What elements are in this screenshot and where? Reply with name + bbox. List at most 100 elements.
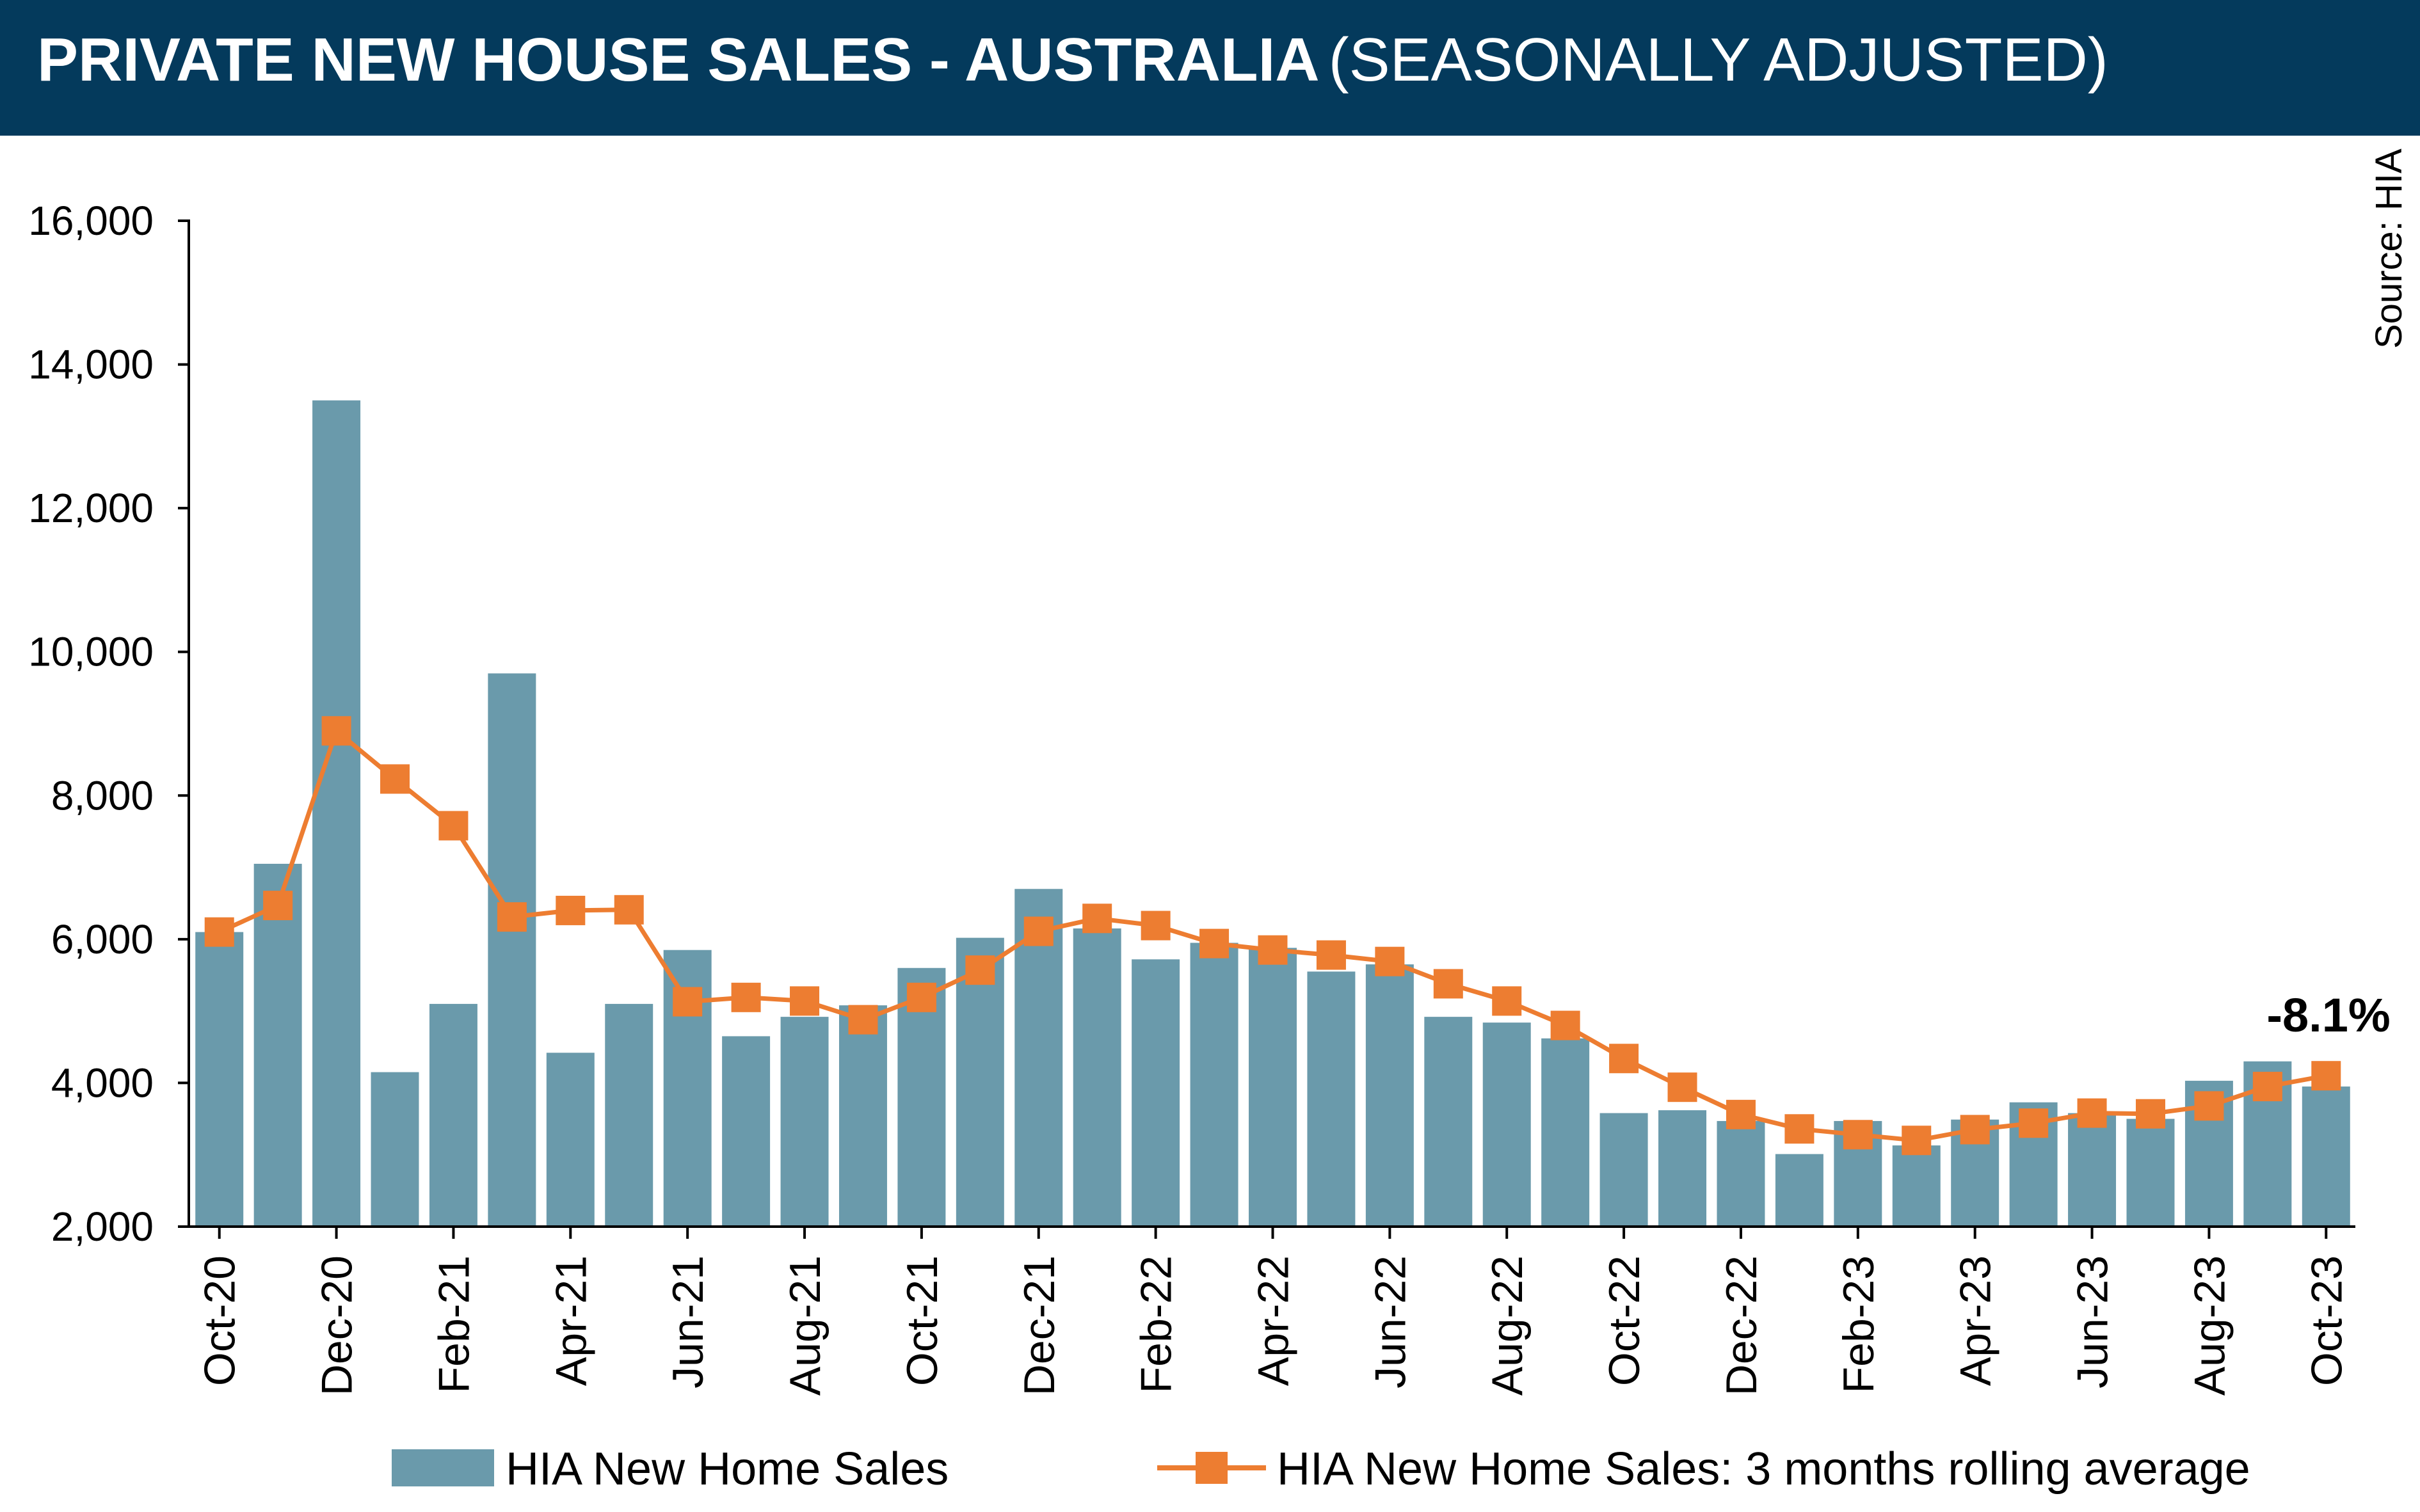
x-tick-label: Dec-21 — [1015, 1255, 1064, 1396]
rolling-average-marker-Jul-22 — [1433, 969, 1463, 999]
x-tick-label: Apr-23 — [1951, 1255, 2000, 1386]
rolling-average-marker-Apr-22 — [1258, 935, 1288, 965]
rolling-average-marker-Nov-21 — [965, 955, 995, 985]
bar-Jul-23 — [2126, 1118, 2175, 1227]
rolling-average-marker-Jan-21 — [380, 764, 410, 794]
rolling-average-marker-Oct-21 — [906, 982, 936, 1012]
rolling-average-marker-Jun-22 — [1375, 946, 1405, 976]
bar-Dec-22 — [1717, 1120, 1765, 1227]
bar-Sep-21 — [838, 1005, 887, 1227]
rolling-average-marker-Sep-22 — [1550, 1010, 1580, 1040]
x-tick-label: Oct-21 — [898, 1255, 947, 1386]
rolling-average-marker-Mar-22 — [1199, 928, 1230, 959]
x-tick-label: Apr-21 — [547, 1255, 595, 1386]
bar-Sep-22 — [1541, 1038, 1590, 1227]
rolling-average-marker-Aug-21 — [790, 986, 820, 1016]
bar-Oct-23 — [2302, 1086, 2350, 1227]
x-tick-label: Apr-22 — [1249, 1255, 1298, 1386]
x-tick-label: Aug-23 — [2185, 1255, 2234, 1396]
legend-line-marker — [1196, 1452, 1228, 1484]
y-tick-label: 8,000 — [51, 772, 154, 818]
rolling-average-marker-Nov-20 — [263, 891, 293, 921]
title-bar: PRIVATE NEW HOUSE SALES - AUSTRALIA (SEAS… — [0, 0, 2420, 136]
chart-title: PRIVATE NEW HOUSE SALES - AUSTRALIA (SEAS… — [37, 22, 2108, 99]
bar-Jun-23 — [2068, 1113, 2117, 1227]
source-label: Source: HIA — [2368, 148, 2410, 349]
x-axis-ticks: Oct-20 Dec-20 Feb-21 Apr-21 Jun-21 Aug-21 Oct-… — [196, 1227, 2351, 1396]
rolling-average-marker-Feb-23 — [1843, 1120, 1873, 1150]
x-tick-label: Oct-23 — [2302, 1255, 2351, 1386]
bar-Mar-22 — [1190, 943, 1238, 1227]
bar-Apr-22 — [1249, 948, 1297, 1227]
rolling-average-marker-May-23 — [2019, 1108, 2049, 1138]
x-tick-label: Oct-20 — [196, 1255, 244, 1386]
x-tick-label: Aug-21 — [781, 1255, 829, 1396]
legend-bar-label: HIA New Home Sales — [506, 1444, 949, 1495]
rolling-average-marker-Feb-22 — [1141, 911, 1171, 941]
x-tick-label: Aug-22 — [1483, 1255, 1532, 1396]
legend-bar-swatch — [392, 1449, 494, 1486]
bar-Jul-22 — [1424, 1017, 1473, 1227]
bar-Jan-22 — [1073, 928, 1121, 1227]
x-tick-label: Feb-21 — [429, 1255, 478, 1393]
rolling-average-marker-Aug-22 — [1492, 986, 1522, 1016]
rolling-average-marker-Oct-22 — [1609, 1044, 1639, 1074]
bar-Nov-21 — [956, 937, 1004, 1227]
bar-Jun-22 — [1365, 964, 1414, 1227]
x-tick-label: Oct-22 — [1600, 1255, 1649, 1386]
rolling-average-marker-Feb-21 — [438, 811, 469, 841]
rolling-average-marker-Oct-20 — [204, 917, 234, 947]
y-tick-label: 10,000 — [28, 629, 154, 675]
rolling-average-marker-Jun-21 — [673, 987, 703, 1017]
bar-Apr-21 — [546, 1053, 595, 1227]
bar-Mar-21 — [488, 673, 536, 1227]
rolling-average-marker-Apr-21 — [556, 895, 586, 925]
rolling-average-marker-Dec-21 — [1023, 916, 1054, 946]
bar-Oct-22 — [1599, 1113, 1648, 1227]
rolling-average-marker-May-22 — [1316, 940, 1346, 970]
bar-Feb-22 — [1132, 959, 1180, 1227]
x-tick-label: Jun-21 — [664, 1255, 712, 1389]
x-tick-label: Feb-23 — [1834, 1255, 1883, 1393]
line-series — [204, 716, 2341, 1156]
bar-May-21 — [605, 1003, 653, 1227]
x-tick-label: Dec-20 — [313, 1255, 362, 1396]
x-tick-label: Feb-22 — [1132, 1255, 1181, 1393]
y-axis-ticks: 2,000 4,000 6,000 8,000 10,000 12,000 14,000 16… — [28, 198, 190, 1250]
bar-Jul-21 — [722, 1036, 771, 1227]
rolling-average-marker-Dec-20 — [321, 716, 351, 746]
rolling-average-marker-Apr-23 — [1960, 1115, 1990, 1145]
rolling-average-marker-Jun-23 — [2077, 1098, 2107, 1128]
rolling-average-marker-Aug-23 — [2194, 1091, 2224, 1121]
rolling-average-marker-Mar-23 — [1902, 1126, 1932, 1156]
y-tick-label: 2,000 — [51, 1204, 154, 1250]
chart-title-main: PRIVATE NEW HOUSE SALES - AUSTRALIA — [37, 26, 1320, 94]
rolling-average-marker-Oct-23 — [2311, 1061, 2341, 1091]
bar-Mar-23 — [1892, 1145, 1941, 1227]
bar-Jan-23 — [1775, 1154, 1823, 1227]
legend-line-label: HIA New Home Sales: 3 months rolling ave… — [1277, 1444, 2250, 1495]
rolling-average-marker-Jul-21 — [731, 982, 761, 1012]
rolling-average-marker-Sep-21 — [848, 1005, 878, 1035]
y-tick-label: 14,000 — [28, 342, 154, 388]
y-tick-label: 12,000 — [28, 485, 154, 531]
rolling-average-marker-May-21 — [614, 895, 644, 925]
x-tick-label: Jun-22 — [1366, 1255, 1414, 1389]
bar-Aug-21 — [780, 1017, 829, 1227]
bar-Aug-22 — [1482, 1023, 1531, 1227]
bar-series — [195, 400, 2350, 1227]
rolling-average-marker-Jul-23 — [2135, 1099, 2165, 1129]
bar-Dec-20 — [312, 400, 361, 1227]
bar-May-22 — [1307, 971, 1356, 1227]
rolling-average-marker-Nov-22 — [1667, 1072, 1697, 1102]
y-tick-label: 6,000 — [51, 916, 154, 962]
bar-Feb-21 — [429, 1003, 477, 1227]
rolling-average-marker-Mar-21 — [497, 902, 527, 932]
bar-Nov-20 — [253, 863, 302, 1227]
rolling-average-marker-Dec-22 — [1726, 1099, 1756, 1129]
rolling-average-marker-Jan-22 — [1082, 903, 1112, 934]
bar-Jan-21 — [371, 1072, 419, 1227]
rolling-average-marker-Jan-23 — [1784, 1114, 1815, 1144]
y-tick-label: 4,000 — [51, 1060, 154, 1106]
